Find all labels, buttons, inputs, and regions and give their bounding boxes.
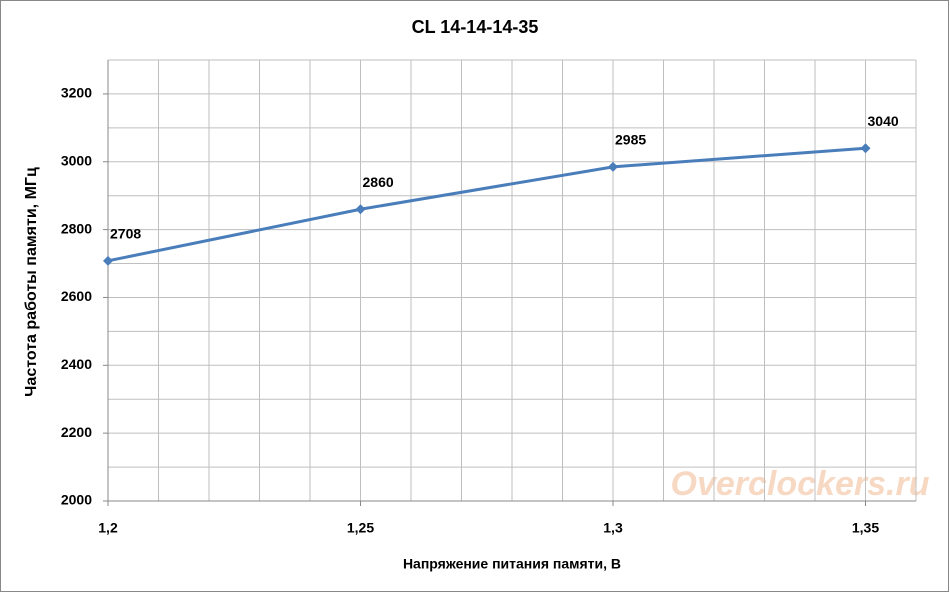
watermark: Overclockers.ru: [671, 465, 930, 503]
x-tick-label: 1,2: [98, 520, 118, 536]
data-line: [107, 146, 866, 263]
x-axis-title: Напряжение питания памяти, В: [403, 556, 621, 572]
data-label: 3040: [868, 113, 899, 129]
data-point: [355, 204, 366, 215]
y-tick-label: 3200: [61, 85, 92, 101]
data-label: 2708: [110, 226, 141, 242]
data-label: 2860: [363, 174, 394, 190]
x-tick-label: 1,25: [347, 520, 374, 536]
chart-title: CL 14-14-14-35: [412, 17, 539, 37]
y-tick-label: 2400: [61, 356, 92, 372]
y-tick-label: 3000: [61, 152, 92, 168]
y-tick-label: 2600: [61, 288, 92, 304]
y-axis-title: Частота работы памяти, МГц: [23, 167, 40, 397]
data-label: 2985: [615, 132, 646, 148]
y-tick-label: 2000: [61, 492, 92, 508]
x-tick-label: 1,35: [852, 520, 879, 536]
data-point: [860, 143, 871, 154]
x-tick-label: 1,3: [603, 520, 623, 536]
y-tick-label: 2200: [61, 424, 92, 440]
data-point: [103, 255, 113, 266]
data-point: [608, 161, 618, 172]
y-tick-label: 2800: [61, 220, 92, 236]
